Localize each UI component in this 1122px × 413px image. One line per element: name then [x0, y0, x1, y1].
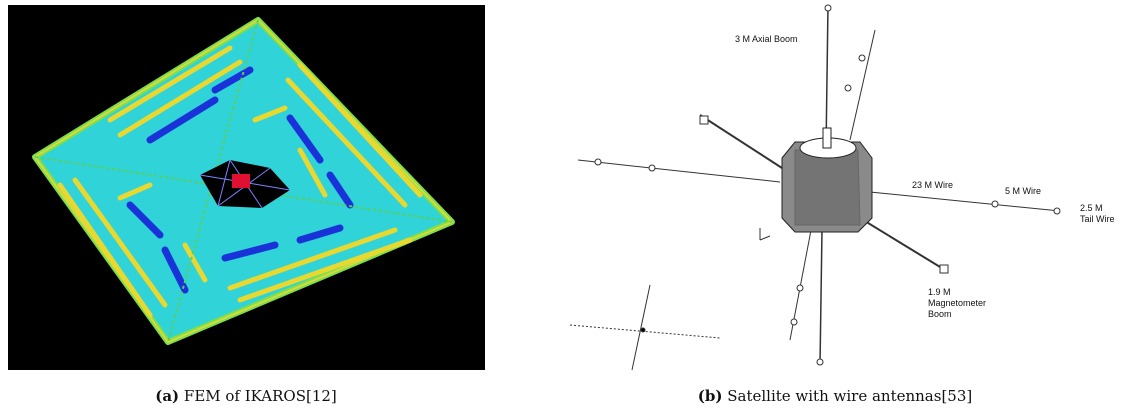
annotation: 2.5 M	[1080, 203, 1103, 213]
caption-label: (b)	[698, 387, 723, 405]
caption-label: (a)	[155, 387, 179, 405]
annotation: 3 M Axial Boom	[735, 34, 798, 44]
caption-text: Satellite with wire antennas[53]	[727, 387, 972, 405]
satellite-image	[570, 5, 1060, 370]
annotation: 1.9 M	[928, 287, 951, 297]
annotation: 23 M Wire	[912, 180, 953, 190]
caption: (a) FEM of IKAROS[12]	[155, 387, 337, 405]
annotation: Tail Wire	[1080, 214, 1115, 224]
page: 3 M Axial Boom 23 M Wire 5 M Wire 2.5 M …	[0, 0, 1122, 413]
annotation: 5 M Wire	[1005, 186, 1041, 196]
caption-text: FEM of IKAROS[12]	[184, 387, 337, 405]
ikaros-image	[8, 5, 485, 370]
figure: 3 M Axial Boom 23 M Wire 5 M Wire 2.5 M …	[0, 0, 1122, 413]
annotation: Boom	[928, 309, 952, 319]
caption: (b) Satellite with wire antennas[53]	[698, 387, 972, 405]
annotation: Magnetometer	[928, 298, 986, 308]
